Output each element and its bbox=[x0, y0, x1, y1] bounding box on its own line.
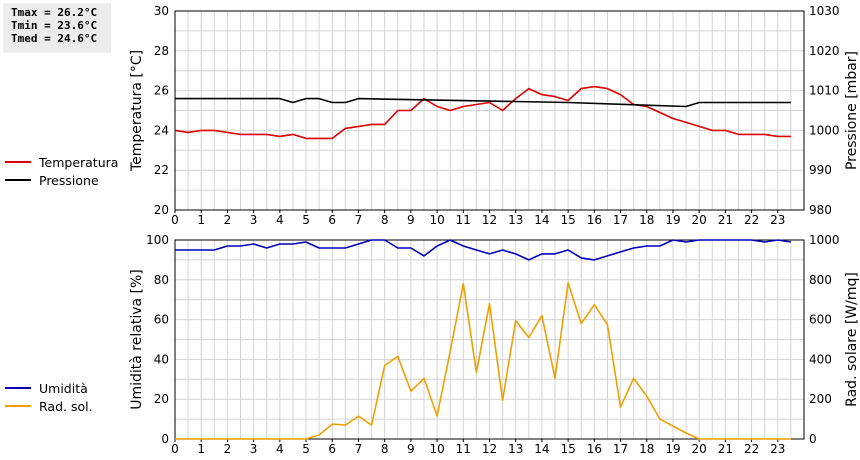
x-tick-label: 17 bbox=[613, 213, 628, 227]
y2-tick-label: 1000 bbox=[809, 123, 840, 137]
y-tick-label: 60 bbox=[154, 313, 169, 327]
y-tick-label: 20 bbox=[154, 203, 169, 217]
y-axis-label: Temperatura [°C] bbox=[129, 50, 145, 172]
x-tick-label: 23 bbox=[770, 442, 785, 456]
y-tick-label: 100 bbox=[146, 233, 169, 247]
x-tick-label: 23 bbox=[770, 213, 785, 227]
y-tick-label: 80 bbox=[154, 273, 169, 287]
y-tick-label: 22 bbox=[154, 163, 169, 177]
x-tick-label: 2 bbox=[224, 213, 232, 227]
stat-tmax: Tmax = 26.2°C bbox=[11, 6, 98, 19]
y-tick-label: 20 bbox=[154, 392, 169, 406]
x-tick-label: 18 bbox=[639, 442, 654, 456]
legend-item-temperatura: Temperatura bbox=[5, 153, 118, 171]
y-tick-label: 40 bbox=[154, 352, 169, 366]
x-tick-label: 2 bbox=[224, 442, 232, 456]
x-tick-label: 1 bbox=[197, 213, 205, 227]
x-tick-label: 5 bbox=[302, 213, 310, 227]
x-tick-label: 19 bbox=[665, 213, 680, 227]
x-tick-label: 10 bbox=[429, 442, 444, 456]
x-tick-label: 1 bbox=[197, 442, 205, 456]
y2-tick-label: 1010 bbox=[809, 84, 840, 98]
series-line-rad-sol bbox=[175, 281, 791, 440]
stat-tmin: Tmin = 23.6°C bbox=[11, 19, 98, 32]
y2-tick-label: 1020 bbox=[809, 44, 840, 58]
legend-label: Temperatura bbox=[39, 154, 119, 170]
x-tick-label: 16 bbox=[587, 213, 602, 227]
y2-tick-label: 800 bbox=[809, 273, 832, 287]
x-tick-label: 4 bbox=[276, 213, 284, 227]
x-tick-label: 14 bbox=[534, 213, 549, 227]
legend-swatch bbox=[5, 179, 31, 181]
x-tick-label: 22 bbox=[744, 213, 759, 227]
x-tick-label: 18 bbox=[639, 213, 654, 227]
y2-tick-label: 200 bbox=[809, 392, 832, 406]
legend-item-umidita: Umidità bbox=[5, 379, 93, 397]
x-tick-label: 6 bbox=[328, 442, 336, 456]
x-tick-label: 13 bbox=[508, 442, 523, 456]
x-tick-label: 3 bbox=[250, 442, 258, 456]
x-tick-label: 17 bbox=[613, 442, 628, 456]
y2-tick-label: 1030 bbox=[809, 4, 840, 18]
x-tick-label: 4 bbox=[276, 442, 284, 456]
legend-item-pressione: Pressione bbox=[5, 171, 118, 189]
x-tick-label: 21 bbox=[718, 442, 733, 456]
x-tick-label: 15 bbox=[560, 442, 575, 456]
x-tick-label: 21 bbox=[718, 213, 733, 227]
series-line-temperatura bbox=[174, 85, 791, 140]
x-tick-label: 12 bbox=[482, 213, 497, 227]
y2-tick-label: 400 bbox=[809, 352, 832, 366]
x-tick-label: 13 bbox=[508, 213, 523, 227]
x-tick-label: 20 bbox=[692, 442, 707, 456]
x-tick-label: 11 bbox=[456, 213, 471, 227]
stats-box: Tmax = 26.2°C Tmin = 23.6°C Tmed = 24.6°… bbox=[3, 3, 111, 53]
legend-swatch bbox=[5, 405, 31, 407]
x-tick-label: 10 bbox=[429, 213, 444, 227]
series-line-pressione bbox=[175, 97, 791, 108]
y-tick-label: 24 bbox=[154, 123, 169, 137]
series-line-umidit bbox=[175, 239, 792, 261]
legend-swatch bbox=[5, 161, 31, 163]
y2-axis-label: Pressione [mbar] bbox=[844, 51, 860, 170]
x-tick-label: 8 bbox=[381, 442, 389, 456]
legend-label: Rad. sol. bbox=[39, 398, 93, 414]
x-tick-label: 22 bbox=[744, 442, 759, 456]
x-tick-label: 15 bbox=[560, 213, 575, 227]
x-tick-label: 7 bbox=[355, 442, 363, 456]
x-tick-label: 19 bbox=[665, 442, 680, 456]
x-tick-label: 7 bbox=[355, 213, 363, 227]
y-tick-label: 0 bbox=[161, 432, 169, 446]
stat-tmed: Tmed = 24.6°C bbox=[11, 32, 98, 45]
x-tick-label: 8 bbox=[381, 213, 389, 227]
legend-item-radsol: Rad. sol. bbox=[5, 397, 93, 415]
y-tick-label: 26 bbox=[154, 84, 169, 98]
y2-axis-label: Rad. solare [W/mq] bbox=[844, 272, 860, 407]
y2-tick-label: 990 bbox=[809, 163, 832, 177]
y2-tick-label: 980 bbox=[809, 203, 832, 217]
x-tick-label: 6 bbox=[328, 213, 336, 227]
y2-tick-label: 0 bbox=[809, 432, 817, 446]
x-tick-label: 3 bbox=[250, 213, 258, 227]
x-tick-label: 0 bbox=[171, 442, 179, 456]
legend-bottom: Umidità Rad. sol. bbox=[5, 379, 93, 415]
legend-swatch bbox=[5, 387, 31, 389]
x-tick-label: 9 bbox=[407, 213, 415, 227]
y2-tick-label: 1000 bbox=[809, 233, 840, 247]
x-tick-label: 14 bbox=[534, 442, 549, 456]
legend-top: Temperatura Pressione bbox=[5, 153, 118, 189]
x-tick-label: 16 bbox=[587, 442, 602, 456]
y-tick-label: 28 bbox=[154, 44, 169, 58]
x-tick-label: 9 bbox=[407, 442, 415, 456]
y2-tick-label: 600 bbox=[809, 313, 832, 327]
x-tick-label: 5 bbox=[302, 442, 310, 456]
x-tick-label: 12 bbox=[482, 442, 497, 456]
x-tick-label: 20 bbox=[692, 213, 707, 227]
legend-label: Umidità bbox=[39, 380, 88, 396]
x-tick-label: 11 bbox=[456, 442, 471, 456]
y-axis-label: Umidità relativa [%] bbox=[129, 269, 145, 410]
x-tick-label: 0 bbox=[171, 213, 179, 227]
y-tick-label: 30 bbox=[154, 4, 169, 18]
legend-label: Pressione bbox=[39, 172, 99, 188]
